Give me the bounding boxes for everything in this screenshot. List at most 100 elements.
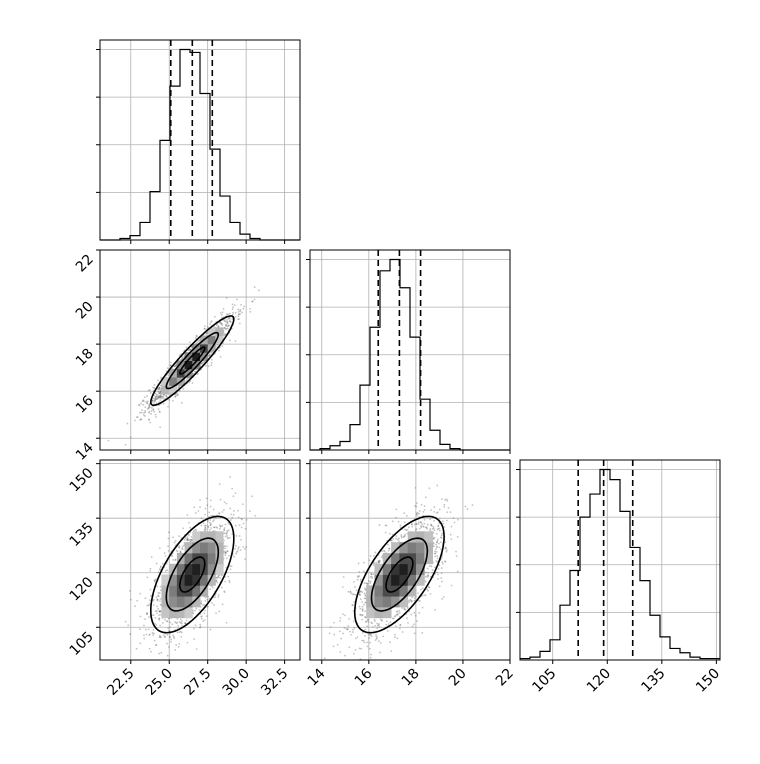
- scatter-point: [223, 550, 225, 553]
- scatter-point: [139, 411, 141, 414]
- density-cell: [374, 596, 384, 608]
- scatter-point: [226, 557, 228, 560]
- scatter-point: [217, 595, 220, 598]
- density-cell: [161, 596, 170, 608]
- density-cell: [416, 552, 425, 565]
- scatter-point: [351, 604, 354, 607]
- y-tick-label: 120: [67, 574, 97, 604]
- scatter-point: [160, 394, 163, 396]
- scatter-point: [345, 628, 348, 630]
- scatter-point: [190, 535, 193, 538]
- scatter-point: [218, 574, 221, 577]
- scatter-point: [158, 396, 161, 398]
- scatter-point: [414, 505, 416, 507]
- scatter-point: [213, 315, 216, 318]
- scatter-point: [375, 633, 377, 636]
- scatter-point: [171, 555, 173, 557]
- density-cell: [374, 563, 384, 575]
- scatter-point: [349, 591, 352, 593]
- scatter-point: [245, 546, 248, 548]
- scatter-point: [401, 631, 404, 633]
- scatter-point: [205, 615, 208, 618]
- scatter-point: [429, 528, 432, 530]
- scatter-point: [400, 535, 403, 538]
- scatter-point: [136, 599, 139, 602]
- scatter-point: [172, 536, 174, 539]
- scatter-point: [399, 526, 402, 529]
- scatter-point: [232, 513, 235, 516]
- scatter-point: [225, 532, 228, 535]
- scatter-point: [149, 588, 152, 591]
- scatter-point: [228, 581, 231, 584]
- scatter-point: [227, 575, 230, 578]
- scatter-point: [380, 556, 383, 559]
- scatter-point: [154, 580, 156, 583]
- scatter-point: [427, 574, 430, 577]
- scatter-point: [384, 531, 387, 534]
- scatter-point: [396, 637, 399, 640]
- scatter-point: [364, 597, 367, 600]
- scatter-point: [159, 566, 162, 569]
- scatter-point: [433, 519, 435, 522]
- scatter-point: [352, 620, 355, 623]
- scatter-point: [152, 604, 155, 606]
- scatter-point: [161, 562, 164, 565]
- scatter-point: [205, 332, 208, 334]
- scatter-point: [227, 529, 230, 532]
- scatter-point: [142, 400, 145, 403]
- scatter-point: [409, 598, 412, 601]
- scatter-point: [423, 518, 426, 521]
- scatter-point: [219, 525, 222, 528]
- x-tick-label: 16: [352, 665, 376, 689]
- scatter-point: [155, 596, 158, 599]
- scatter-point: [215, 324, 218, 327]
- scatter-point: [403, 535, 406, 538]
- density-cell: [169, 606, 178, 619]
- scatter-point: [229, 507, 232, 510]
- scatter-point: [148, 403, 151, 406]
- scatter-point: [161, 395, 164, 398]
- scatter-point: [437, 525, 440, 527]
- scatter-point: [388, 532, 391, 535]
- scatter-point: [208, 352, 211, 355]
- scatter-point: [370, 572, 372, 575]
- scatter-point: [381, 550, 383, 552]
- scatter-point: [426, 574, 429, 577]
- scatter-point: [158, 386, 160, 389]
- scatter-point: [224, 580, 227, 583]
- scatter-point: [151, 399, 154, 402]
- scatter-point: [224, 535, 227, 538]
- scatter-point: [153, 410, 156, 413]
- scatter-point: [253, 298, 256, 301]
- scatter-point: [225, 324, 227, 327]
- scatter-point: [148, 389, 151, 391]
- scatter-point: [159, 392, 162, 395]
- scatter-point: [361, 591, 364, 594]
- scatter-point: [209, 524, 212, 526]
- density-cell: [169, 563, 178, 575]
- density-cell: [374, 574, 384, 586]
- scatter-point: [147, 604, 150, 607]
- scatter-point: [200, 602, 203, 605]
- scatter-point: [237, 318, 239, 321]
- scatter-point: [226, 313, 229, 316]
- scatter-point: [169, 621, 172, 624]
- scatter-point: [364, 594, 367, 597]
- density-cell: [184, 352, 193, 361]
- scatter-point: [231, 308, 234, 311]
- scatter-point: [168, 646, 170, 648]
- scatter-point: [199, 623, 202, 626]
- scatter-point: [415, 513, 418, 515]
- x-tick-label: 25.0: [143, 666, 176, 699]
- scatter-point: [374, 624, 377, 627]
- scatter-point: [244, 527, 247, 530]
- scatter-point: [218, 524, 221, 527]
- scatter-point: [433, 552, 436, 555]
- scatter-point: [406, 607, 409, 609]
- scatter-point: [204, 327, 206, 330]
- scatter-point: [197, 509, 200, 512]
- scatter-point: [350, 592, 353, 595]
- scatter-point: [471, 504, 474, 506]
- density-cell: [207, 335, 216, 345]
- scatter-point: [148, 418, 150, 421]
